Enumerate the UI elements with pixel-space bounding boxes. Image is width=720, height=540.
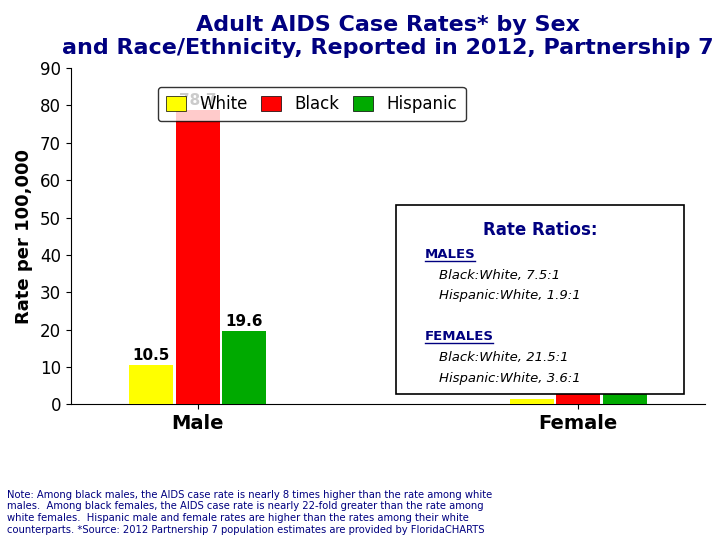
Bar <box>556 284 600 404</box>
Bar <box>222 331 266 404</box>
Text: Black:White, 21.5:1: Black:White, 21.5:1 <box>439 351 569 364</box>
Text: 1.5: 1.5 <box>518 382 545 397</box>
Title: Adult AIDS Case Rates* by Sex
and Race/Ethnicity, Reported in 2012, Partnership : Adult AIDS Case Rates* by Sex and Race/E… <box>62 15 714 58</box>
Text: 78.7: 78.7 <box>179 93 217 109</box>
Y-axis label: Rate per 100,000: Rate per 100,000 <box>15 149 33 324</box>
Bar <box>176 110 220 404</box>
Bar <box>603 384 647 404</box>
Bar <box>129 365 174 404</box>
Text: 5.4: 5.4 <box>611 367 638 382</box>
Text: Hispanic:White, 1.9:1: Hispanic:White, 1.9:1 <box>439 289 581 302</box>
Text: FEMALES: FEMALES <box>425 331 494 344</box>
Text: 10.5: 10.5 <box>132 348 170 363</box>
Text: Hispanic:White, 3.6:1: Hispanic:White, 3.6:1 <box>439 372 581 384</box>
Text: Note: Among black males, the AIDS case rate is nearly 8 times higher than the ra: Note: Among black males, the AIDS case r… <box>7 490 492 535</box>
Text: 19.6: 19.6 <box>225 314 263 329</box>
Text: MALES: MALES <box>425 249 475 262</box>
Text: FEMALES: FEMALES <box>425 330 494 343</box>
Text: Black:White, 7.5:1: Black:White, 7.5:1 <box>439 269 560 282</box>
Bar <box>510 399 554 404</box>
Text: MALES: MALES <box>425 248 475 261</box>
Text: Rate Ratios:: Rate Ratios: <box>482 221 598 239</box>
Legend: White, Black, Hispanic: White, Black, Hispanic <box>158 86 466 121</box>
Text: 32.3: 32.3 <box>559 267 597 282</box>
